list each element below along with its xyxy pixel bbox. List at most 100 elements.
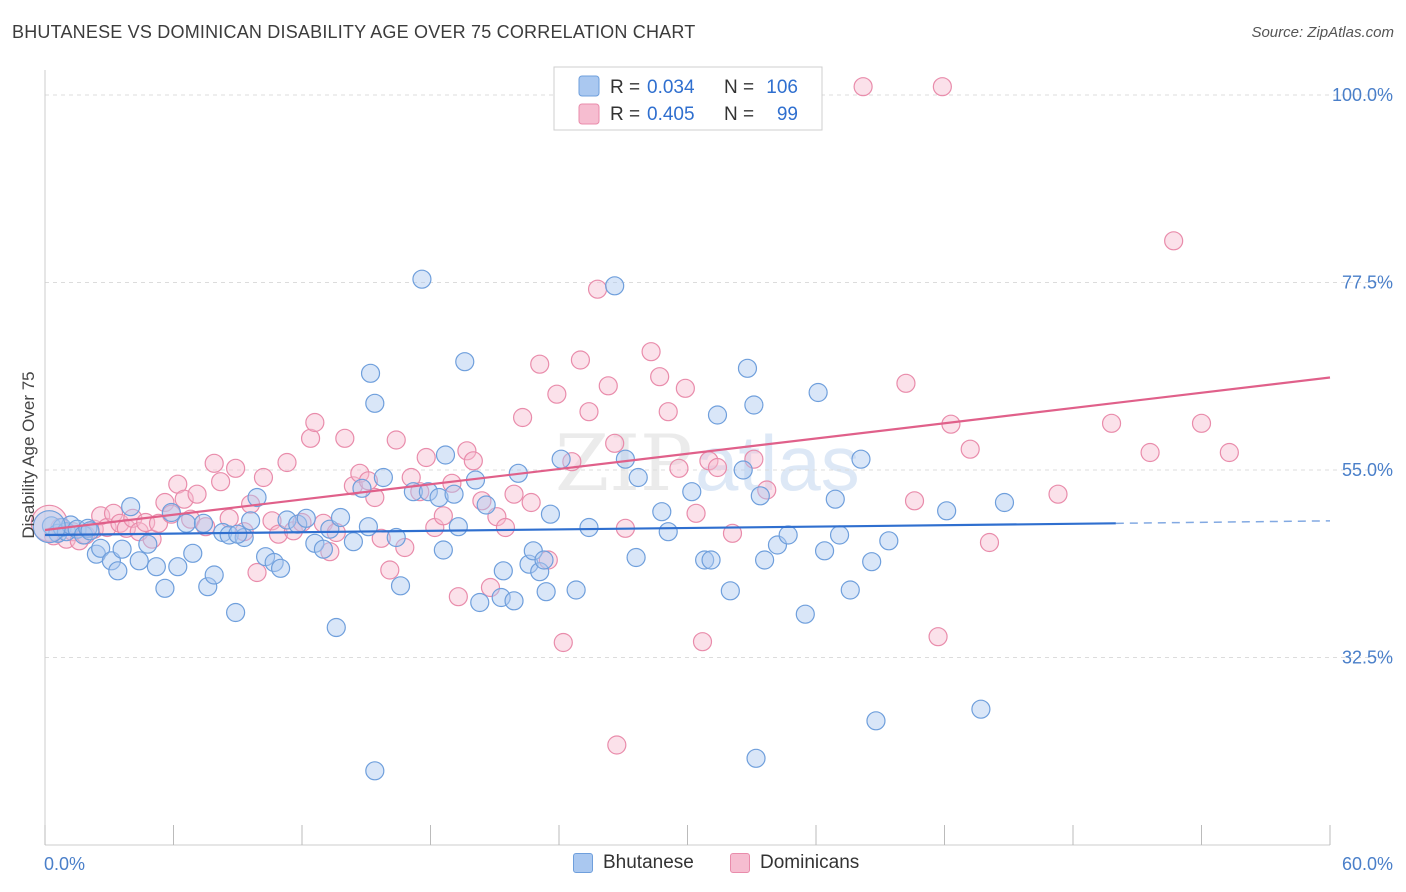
stats-legend: R = 0.034 N = 106 R = 0.405 N = 99 [553, 66, 823, 131]
legend-r-value-2: 0.405 [647, 104, 695, 125]
point-dominicans-27 [226, 458, 246, 478]
point-bhutanese-9 [91, 538, 111, 558]
watermark-text-zip: ZIP [555, 419, 693, 509]
point-dominicans-53 [416, 447, 436, 468]
point-dominicans-98 [1101, 413, 1122, 433]
point-dominicans-34 [277, 452, 297, 473]
point-bhutanese-103 [879, 531, 899, 551]
point-dominicans-74 [587, 279, 608, 299]
legend-n-value-2: 99 [777, 104, 798, 125]
point-bhutanese-76 [605, 276, 625, 296]
y-tick-label-0: 32.5% [1342, 648, 1393, 668]
point-dominicans-57 [448, 587, 468, 607]
point-bhutanese-27 [226, 602, 246, 623]
point-bhutanese-18 [161, 502, 181, 523]
legend-item-bhutanese: Bhutanese [573, 852, 694, 874]
point-dominicans-100 [1164, 231, 1184, 251]
point-dominicans-31 [253, 467, 274, 488]
point-bhutanese-89 [744, 395, 764, 415]
point-bhutanese-93 [778, 525, 798, 545]
point-bhutanese-52 [412, 269, 432, 289]
point-bhutanese-96 [814, 541, 835, 561]
x-tick-label-0: 0.0% [44, 854, 85, 874]
point-dominicans-33 [268, 524, 289, 544]
trend-line-dominicans [44, 376, 1331, 532]
point-dominicans-55 [433, 506, 453, 526]
point-bhutanese-57 [444, 484, 464, 504]
point-bhutanese-40 [326, 617, 346, 638]
point-bhutanese-12 [112, 539, 132, 559]
point-bhutanese-46 [365, 393, 385, 413]
point-dominicans-88 [722, 523, 743, 543]
x-tick-labels: 0.0% 60.0% [44, 854, 1393, 874]
point-bhutanese-49 [386, 527, 406, 548]
point-dominicans-102 [1219, 442, 1239, 463]
point-dominicans-82 [669, 458, 689, 478]
point-dominicans-17 [155, 492, 175, 513]
point-bhutanese-24 [204, 565, 224, 585]
axes [44, 70, 1331, 846]
point-bhutanese-83 [695, 550, 715, 570]
point-dominicans-24 [204, 453, 224, 473]
point-dominicans-20 [174, 489, 194, 509]
point-bhutanese-75 [579, 517, 599, 538]
series-bhutanese-points [32, 269, 1015, 781]
point-dominicans-93 [928, 627, 948, 647]
point-bhutanese-62 [476, 495, 496, 515]
trend-line-bhutanese [44, 522, 1116, 537]
point-bhutanese-23 [198, 577, 218, 597]
point-bhutanese-99 [840, 580, 860, 600]
point-bhutanese-17 [155, 578, 175, 598]
legend-label-dominicans: Dominicans [760, 852, 860, 873]
chart-title: BHUTANESE VS DOMINICAN DISABILITY AGE OV… [12, 22, 696, 42]
point-bhutanese-100 [851, 449, 871, 469]
point-bhutanese-54 [429, 487, 449, 508]
point-bhutanese-98 [829, 525, 850, 545]
point-bhutanese-36 [296, 508, 316, 528]
point-bhutanese-33 [270, 558, 291, 578]
point-dominicans-96 [979, 532, 1000, 553]
point-bhutanese-108 [228, 524, 248, 544]
legend-label-bhutanese: Bhutanese [603, 852, 694, 873]
legend-swatch-bhutanese-bottom [573, 853, 593, 873]
point-dominicans-70 [553, 632, 573, 653]
point-dominicans-69 [547, 384, 567, 404]
point-dominicans-59 [463, 451, 483, 471]
y-tick-label-1: 55.0% [1342, 460, 1393, 480]
legend-n-value-1: 106 [766, 77, 798, 98]
point-dominicans-63 [495, 517, 516, 538]
point-bhutanese-71 [534, 550, 554, 570]
point-dominicans-10 [110, 513, 130, 533]
point-bhutanese-42 [343, 532, 363, 552]
point-dominicans-103 [853, 77, 873, 97]
watermark-text-atlas: atlas [695, 419, 860, 507]
point-bhutanese-58 [448, 517, 468, 537]
point-bhutanese-72 [536, 582, 556, 602]
point-dominicans-87 [707, 457, 728, 478]
point-bhutanese-90 [750, 486, 770, 506]
watermark: ZIP atlas [555, 419, 860, 509]
point-bhutanese-81 [658, 522, 678, 542]
point-bhutanese-64 [493, 561, 513, 581]
point-dominicans-26 [219, 508, 239, 528]
point-bhutanese-82 [682, 482, 702, 502]
point-dominicans-75 [598, 376, 618, 396]
point-bhutanese-91 [754, 550, 775, 570]
point-dominicans-73 [579, 402, 599, 422]
point-dominicans-72 [570, 350, 591, 370]
point-dominicans-80 [650, 367, 670, 387]
point-dominicans-64 [504, 484, 524, 504]
point-dominicans-42 [335, 428, 355, 448]
point-bhutanese-55 [433, 540, 453, 560]
point-bhutanese-101 [862, 552, 882, 572]
chart-source: Source: ZipAtlas.com [1251, 24, 1394, 41]
series-dominicans-points [30, 77, 1239, 755]
point-bhutanese-15 [138, 534, 158, 554]
point-dominicans-101 [1191, 413, 1212, 433]
legend-swatch-dominicans-bottom [730, 853, 750, 873]
point-bhutanese-88 [737, 358, 758, 378]
point-bhutanese-16 [146, 557, 166, 577]
point-dominicans-23 [196, 517, 216, 537]
y-tick-label-2: 77.5% [1342, 273, 1393, 293]
